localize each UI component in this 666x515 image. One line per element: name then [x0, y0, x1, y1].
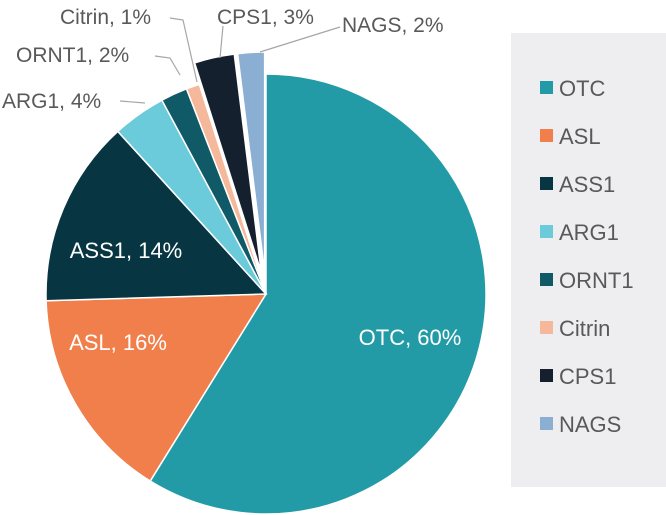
legend-item-nags: NAGS	[540, 412, 621, 437]
legend-marker	[540, 177, 553, 190]
pie-slice-asl	[45, 293, 268, 483]
legend-marker	[540, 369, 553, 382]
legend-label: OTC	[559, 76, 606, 101]
data-label-ass1: ASS1, 14%	[70, 238, 183, 263]
data-label-otc: OTC, 60%	[359, 325, 462, 350]
legend-item-ass1: ASS1	[540, 172, 615, 197]
legend: OTC ASL ASS1 ARG1 ORNT1 Citrin CPS1 NAGS	[511, 33, 666, 487]
data-label-ornt1: ORNT1, 2%	[16, 44, 129, 67]
leader-line-arg1	[119, 100, 146, 104]
legend-marker	[540, 81, 553, 94]
data-label-asl: ASL, 16%	[69, 330, 167, 355]
pie-slice-nags	[236, 51, 266, 273]
pie-slice-otc	[149, 73, 487, 515]
leader-line-ornt1	[154, 55, 181, 76]
data-label-arg1: ARG1, 4%	[2, 90, 101, 113]
legend-label: ASS1	[559, 172, 615, 197]
legend-marker	[540, 225, 553, 238]
data-label-cps1: CPS1, 3%	[217, 6, 314, 29]
legend-label: ARG1	[559, 220, 619, 245]
data-label-nags: NAGS, 2%	[342, 14, 444, 37]
pie-slice-citrin	[185, 83, 267, 295]
legend-item-ornt1: ORNT1	[540, 268, 634, 293]
leader-line-nags	[259, 26, 341, 53]
pie-slice-cps1	[193, 53, 263, 273]
legend-item-citrin: Citrin	[540, 316, 610, 341]
legend-label: ASL	[559, 124, 601, 149]
legend-label: CPS1	[559, 364, 616, 389]
legend-marker	[540, 321, 553, 334]
legend-marker	[540, 273, 553, 286]
legend-label: NAGS	[559, 412, 621, 437]
legend-marker	[540, 417, 553, 430]
legend-item-otc: OTC	[540, 76, 606, 101]
pie-slice-ass1	[45, 130, 268, 302]
legend-item-cps1: CPS1	[540, 364, 616, 389]
legend-label: ORNT1	[559, 268, 634, 293]
legend-label: Citrin	[559, 316, 610, 341]
leader-line-citrin	[169, 17, 198, 83]
legend-item-arg1: ARG1	[540, 220, 619, 245]
legend-background	[511, 33, 666, 487]
legend-item-asl: ASL	[540, 124, 601, 149]
leader-line-cps1	[219, 25, 224, 59]
data-label-citrin: Citrin, 1%	[60, 6, 151, 29]
legend-marker	[540, 129, 553, 142]
